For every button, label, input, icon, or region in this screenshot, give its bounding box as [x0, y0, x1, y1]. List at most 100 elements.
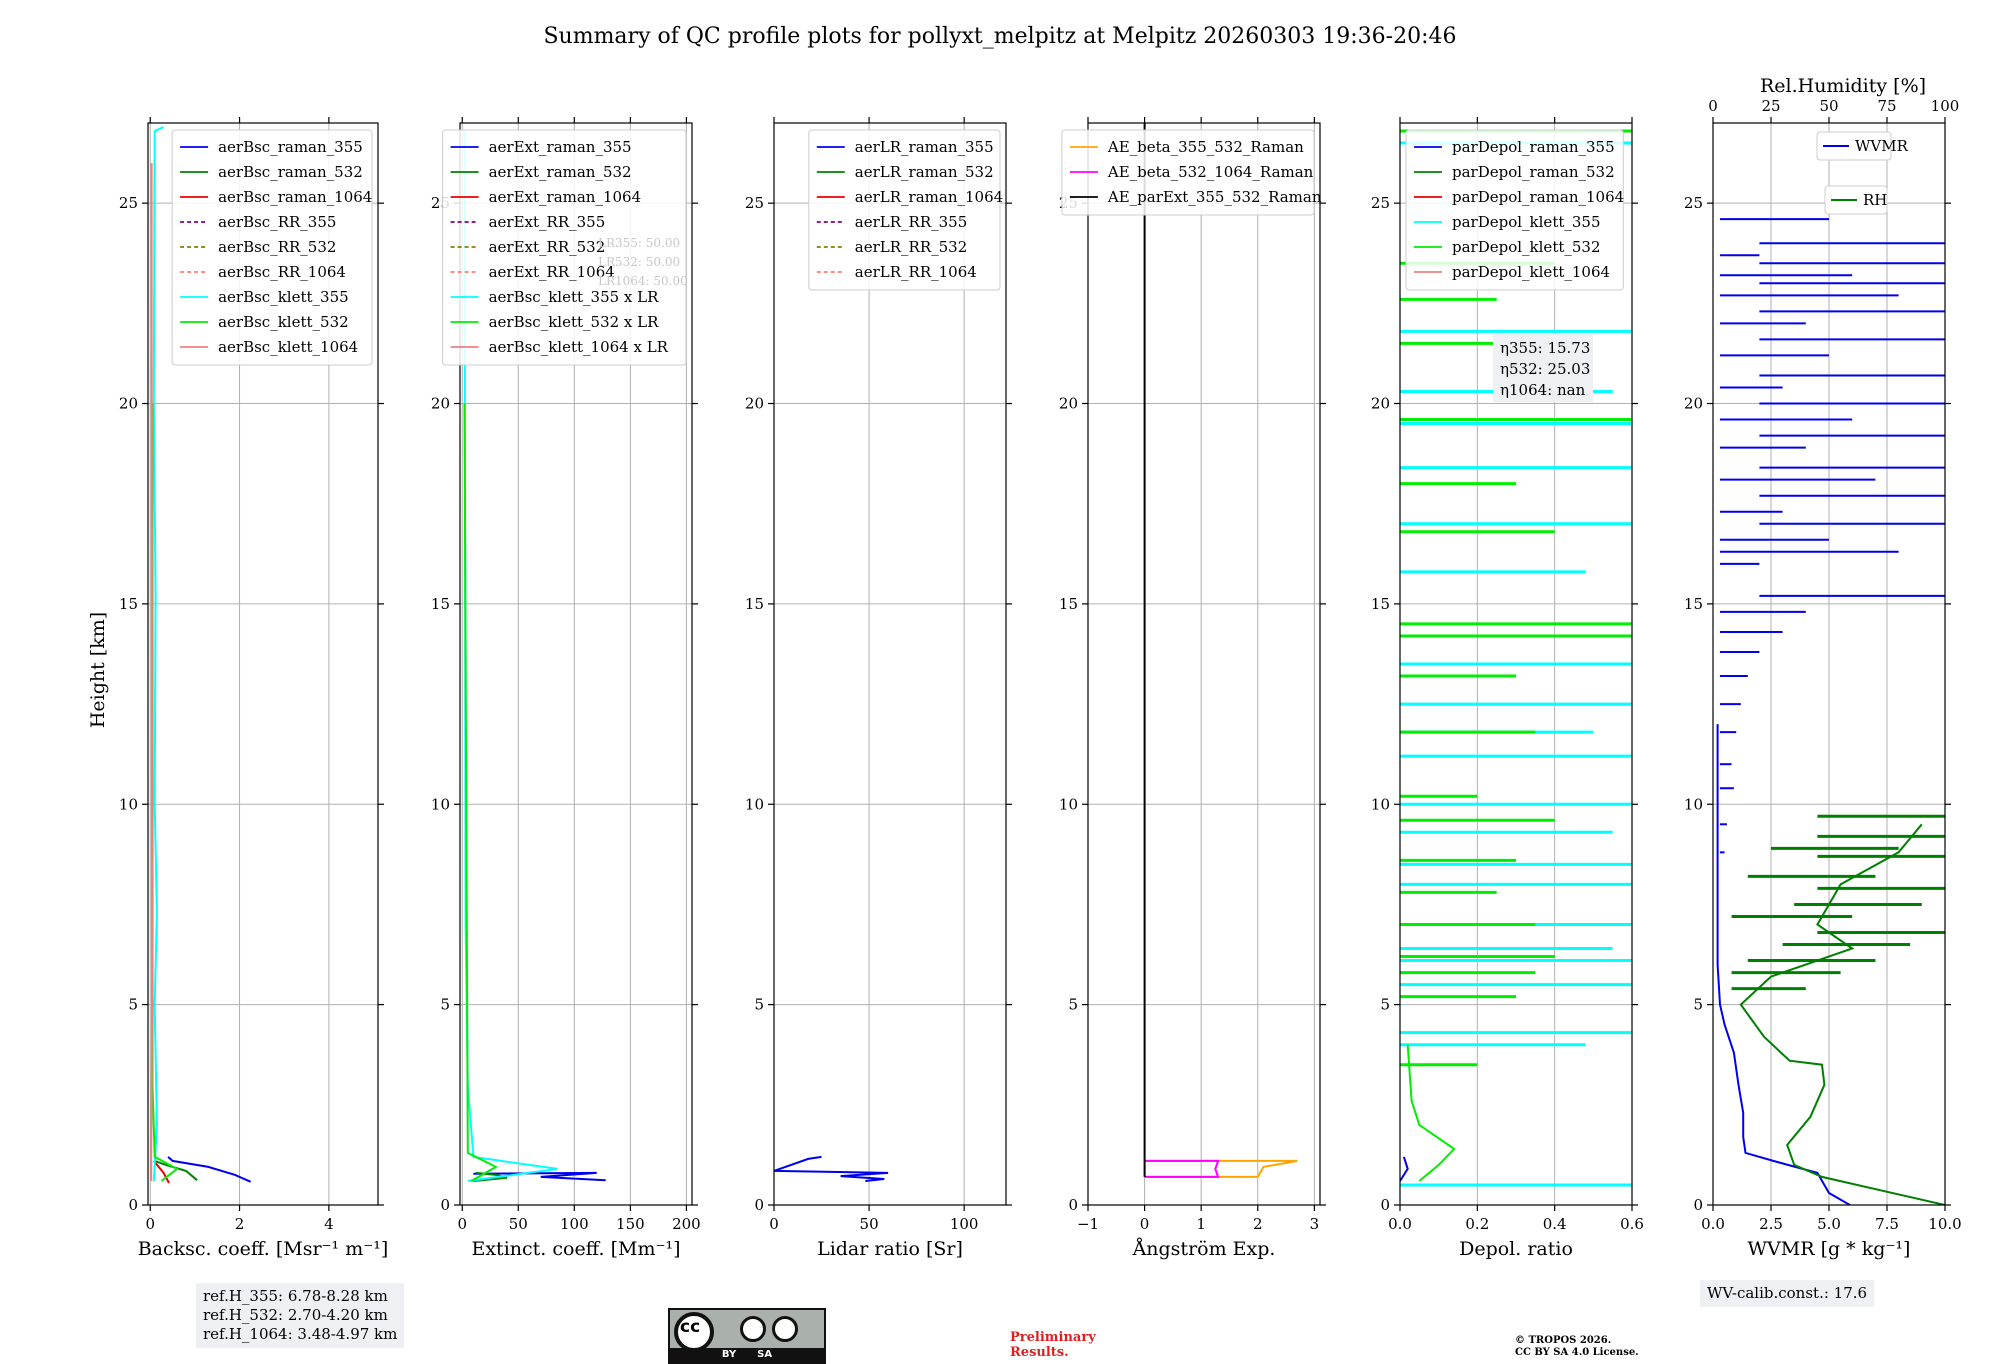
x-tick-label: 2	[235, 1215, 245, 1233]
legend-label: aerLR_RR_532	[855, 238, 967, 256]
y-tick-label: 5	[1380, 996, 1390, 1014]
x-tick-label: 0.4	[1543, 1215, 1567, 1233]
y-tick-label: 10	[1059, 795, 1078, 813]
x-tick-label: 100	[950, 1215, 979, 1233]
x-tick-label: 5.0	[1817, 1215, 1841, 1233]
lr-label: LR532: 50.00	[598, 255, 680, 269]
legend-label: WVMR	[1855, 137, 1909, 155]
legend-label: aerBsc_klett_355	[218, 288, 349, 306]
cc-sa-label: SA	[757, 1349, 773, 1360]
x-tick-label: 0	[769, 1215, 779, 1233]
legend: parDepol_raman_355 parDepol_raman_532 parD…	[1405, 129, 1624, 291]
preliminary-line1: Preliminary	[1010, 1330, 1096, 1345]
y-tick-label: 25	[1684, 194, 1703, 212]
legend-label: aerExt_raman_355	[489, 138, 632, 156]
x-tick-label: 7.5	[1875, 1215, 1899, 1233]
series-WVMR	[1716, 724, 1851, 1205]
eta-label: η532: 25.03	[1500, 360, 1590, 378]
plot-frame	[459, 122, 693, 1206]
legend-WVMR: WVMR	[1816, 131, 1909, 161]
y-tick-label: 0	[440, 1196, 450, 1214]
y-tick-label: 15	[1059, 595, 1078, 613]
x-tick-label: 2.5	[1759, 1215, 1783, 1233]
preliminary-note: Preliminary Results.	[1010, 1330, 1096, 1360]
legend-label: parDepol_raman_532	[1452, 163, 1615, 181]
y-tick-label: 5	[1068, 996, 1078, 1014]
legend-label: aerLR_raman_532	[855, 163, 994, 181]
y-tick-label: 20	[1371, 395, 1390, 413]
x-axis-label: Extinct. coeff. [Mm⁻¹]	[471, 1238, 680, 1260]
x-tick-label: 0.6	[1620, 1215, 1644, 1233]
legend-label: aerExt_RR_355	[489, 213, 606, 231]
reference-height-box: ref.H_355: 6.78-8.28 km ref.H_532: 2.70-…	[196, 1283, 405, 1348]
wv-calib-text: WV-calib.const.: 17.6	[1707, 1284, 1868, 1302]
legend-label: aerExt_raman_1064	[489, 188, 642, 206]
legend-label: AE_beta_532_1064_Raman	[1107, 163, 1314, 181]
legend-label: parDepol_raman_1064	[1452, 188, 1624, 206]
cc-by-label: BY	[721, 1349, 737, 1360]
eta-label: η1064: nan	[1500, 381, 1586, 399]
legend-label: aerExt_RR_532	[489, 238, 606, 256]
legend-label: aerLR_raman_1064	[855, 188, 1003, 206]
series-group	[774, 1155, 889, 1182]
legend-label: aerLR_RR_355	[855, 213, 967, 231]
copyright-note: © TROPOS 2026. CC BY SA 4.0 License.	[1515, 1335, 1639, 1359]
legend-label: parDepol_raman_355	[1452, 138, 1615, 156]
y-tick-label: 0	[128, 1196, 138, 1214]
legend-label: RH	[1863, 191, 1887, 209]
refh-532: ref.H_532: 2.70-4.20 km	[203, 1306, 388, 1324]
legend: aerExt_raman_355 aerExt_raman_532 aerExt_r…	[442, 129, 687, 366]
plot-frame	[147, 122, 379, 1206]
y-tick-label: 15	[1684, 595, 1703, 613]
legend: aerLR_raman_355 aerLR_raman_532 aerLR_rama…	[808, 129, 1003, 291]
panel-lr: 0 50 100 0 5 10 15 20 25 Lidar ratio [Sr] aerLR_ra…	[745, 117, 1012, 1260]
series-aerBsc_klett_355	[152, 126, 165, 1182]
legend: AE_beta_355_532_Raman AE_beta_532_1064_Ra…	[1061, 129, 1322, 216]
copyright-line1: © TROPOS 2026.	[1515, 1335, 1612, 1346]
y-tick-label: 10	[745, 795, 764, 813]
legend-label: aerBsc_klett_532 x LR	[489, 313, 660, 331]
x-tick-label: 0	[457, 1215, 467, 1233]
x-tick-label: 10.0	[1928, 1215, 1961, 1233]
y-tick-label: 0	[1693, 1196, 1703, 1214]
y-tick-label: 20	[431, 395, 450, 413]
series-aerBsc_klett_1064	[150, 163, 154, 1182]
x-axis-label: Lidar ratio [Sr]	[817, 1238, 963, 1260]
panel-ae: −101230510152025Ångström Exp.AE_beta_355…	[1059, 117, 1326, 1260]
legend-box	[1061, 129, 1315, 216]
panel-wv: 0.0 2.5 5.0 7.5 10.0 0 5 10 15 20 25 0 25 50 75 100 WVMR…	[1684, 97, 1962, 1260]
lr-label: LR1064: 50.00	[598, 274, 688, 288]
y-tick-label: 20	[1059, 395, 1078, 413]
rh-tick-label: 25	[1761, 97, 1780, 115]
series-parDepol_raman_355	[1400, 1156, 1409, 1182]
series-group	[463, 130, 606, 1182]
series-aerLR_raman_355	[774, 1155, 889, 1182]
y-tick-label: 20	[745, 395, 764, 413]
eta-box	[1493, 334, 1593, 402]
series-group	[1143, 123, 1298, 1178]
panel-bsc: 0 2 4 0 5 10 15 20 25 Backsc. coeff. [Msr⁻¹ m⁻¹] a…	[119, 117, 388, 1260]
series-group	[1716, 218, 1945, 1205]
y-tick-label: 10	[119, 795, 138, 813]
plot-frame	[1399, 122, 1633, 1206]
legend-label: aerBsc_RR_532	[218, 238, 336, 256]
y-tick-label: 25	[119, 194, 138, 212]
series-aerBsc_raman_355	[167, 1156, 252, 1183]
legend-label: parDepol_klett_1064	[1452, 263, 1610, 281]
x-tick-label: 0.0	[1701, 1215, 1725, 1233]
series-aerBsc_klett_532 x LR	[463, 403, 499, 1182]
y-tick-label: 5	[754, 996, 764, 1014]
legend-label: aerBsc_klett_1064	[218, 338, 358, 356]
legend-label: aerBsc_RR_355	[218, 213, 336, 231]
series-parDepol_klett_532	[1406, 1044, 1456, 1182]
wv-calib-box: WV-calib.const.: 17.6	[1700, 1280, 1875, 1307]
y-tick-label: 15	[431, 595, 450, 613]
y-tick-label: 20	[1684, 395, 1703, 413]
legend-label: parDepol_klett_532	[1452, 238, 1601, 256]
y-tick-label: 10	[1684, 795, 1703, 813]
y-tick-label: 0	[754, 1196, 764, 1214]
y-tick-label: 5	[128, 996, 138, 1014]
x-tick-label: 0	[1140, 1215, 1150, 1233]
